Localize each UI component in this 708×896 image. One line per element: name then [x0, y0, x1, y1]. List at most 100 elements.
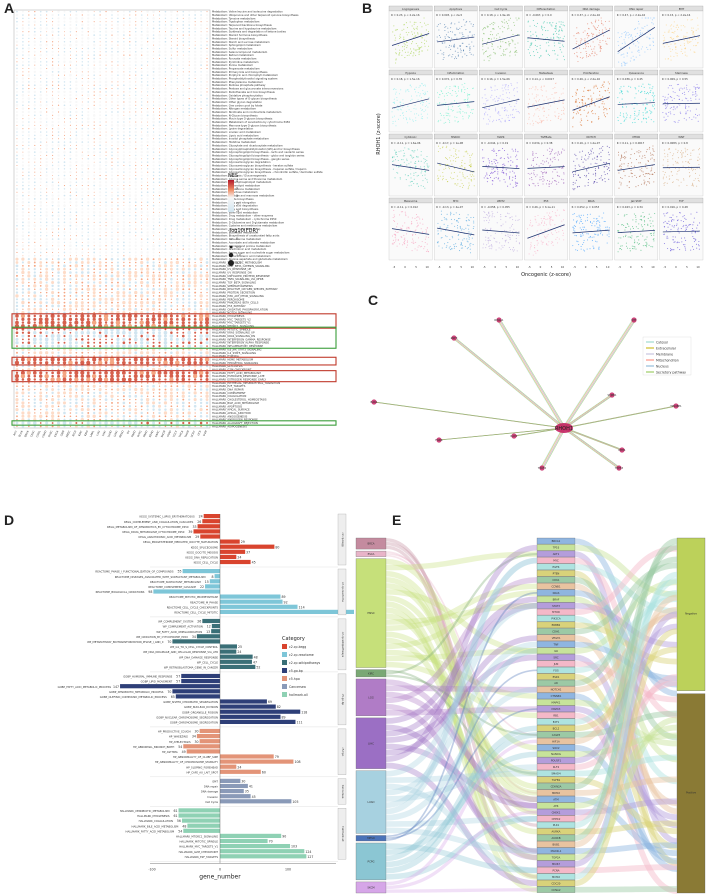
bubble — [164, 351, 167, 354]
bubble — [140, 425, 143, 428]
bubble — [105, 151, 107, 153]
bubble — [200, 97, 203, 100]
bubble — [68, 387, 73, 392]
bubble — [176, 268, 179, 271]
scatter-point — [633, 59, 635, 61]
bubble — [40, 245, 42, 247]
bubble — [98, 331, 102, 334]
bubble — [57, 351, 60, 354]
bubble — [63, 285, 66, 287]
bubble — [39, 285, 42, 287]
bubble — [111, 34, 113, 36]
bubble — [15, 231, 19, 234]
bubble — [75, 238, 78, 241]
bubble — [117, 138, 119, 140]
bubble — [139, 320, 144, 325]
bubble — [176, 238, 179, 240]
row-label: Metabolism: Glycosaminoglycan biosynthes… — [212, 163, 293, 167]
bubble — [170, 10, 173, 13]
bubble — [205, 157, 209, 160]
regression-line — [437, 36, 475, 43]
bubble — [22, 84, 24, 87]
bubble — [74, 361, 78, 365]
bubble — [81, 405, 84, 408]
bubble — [98, 334, 102, 338]
bubble — [69, 168, 72, 170]
bubble — [176, 160, 179, 164]
scatter-point — [584, 38, 586, 40]
bubble — [111, 191, 113, 193]
bubble — [45, 50, 48, 53]
bubble — [51, 422, 54, 424]
bubble — [170, 301, 173, 304]
bubble — [104, 160, 108, 164]
bubble — [122, 87, 125, 90]
scatter-point — [448, 36, 450, 39]
scatter-point — [604, 27, 606, 29]
bubble — [15, 261, 19, 264]
bubble — [170, 34, 173, 36]
bubble — [206, 118, 208, 120]
bubble — [169, 361, 174, 365]
bubble — [51, 207, 54, 211]
bubble — [99, 87, 102, 90]
bubble — [51, 238, 54, 240]
bubble — [110, 77, 114, 80]
bubble — [98, 214, 102, 217]
bubble — [206, 345, 208, 347]
bubble — [33, 57, 37, 60]
bubble — [193, 304, 197, 308]
bubble — [15, 167, 19, 171]
bubble — [27, 411, 31, 415]
bubble — [104, 227, 108, 231]
scatter-point — [503, 49, 505, 51]
scatter-point — [547, 41, 549, 43]
bubble — [134, 241, 137, 244]
bubble — [98, 80, 102, 84]
bubble — [152, 164, 155, 167]
bubble — [40, 155, 42, 156]
bubble — [87, 311, 90, 314]
bubble — [117, 208, 119, 210]
bubble — [128, 181, 131, 184]
bubble — [193, 247, 197, 251]
bubble — [140, 87, 143, 90]
bubble — [33, 267, 36, 271]
bubble — [134, 97, 137, 100]
bubble — [63, 398, 66, 401]
bubble — [22, 148, 24, 150]
bubble — [22, 188, 24, 190]
bubble — [205, 94, 209, 97]
bubble — [176, 204, 179, 207]
bubble — [176, 221, 178, 223]
bubble — [63, 94, 66, 97]
bubble — [40, 268, 42, 270]
bubble — [81, 264, 84, 267]
bubble — [46, 251, 48, 254]
bubble — [123, 305, 125, 307]
scatter-point — [499, 28, 501, 30]
bubble — [22, 24, 24, 26]
bubble — [15, 30, 18, 33]
scatter-point — [617, 52, 619, 54]
bubble — [27, 408, 30, 411]
bubble — [98, 317, 102, 322]
scatter-point — [545, 30, 547, 32]
row-label: HALLMARK_ADIPOGENESIS — [212, 424, 247, 428]
bubble — [69, 301, 72, 304]
scatter-point — [647, 29, 649, 31]
bubble — [169, 264, 173, 268]
bubble — [122, 257, 126, 261]
bubble — [34, 382, 36, 384]
bubble — [111, 161, 113, 163]
bubble — [51, 77, 54, 80]
bubble — [188, 218, 191, 220]
bubble — [134, 261, 137, 264]
bubble — [21, 120, 25, 124]
bubble — [128, 187, 132, 191]
bubble — [81, 134, 84, 137]
bubble — [176, 148, 178, 150]
scatter-point — [497, 26, 500, 28]
bubble — [87, 214, 90, 217]
bubble — [152, 388, 156, 391]
